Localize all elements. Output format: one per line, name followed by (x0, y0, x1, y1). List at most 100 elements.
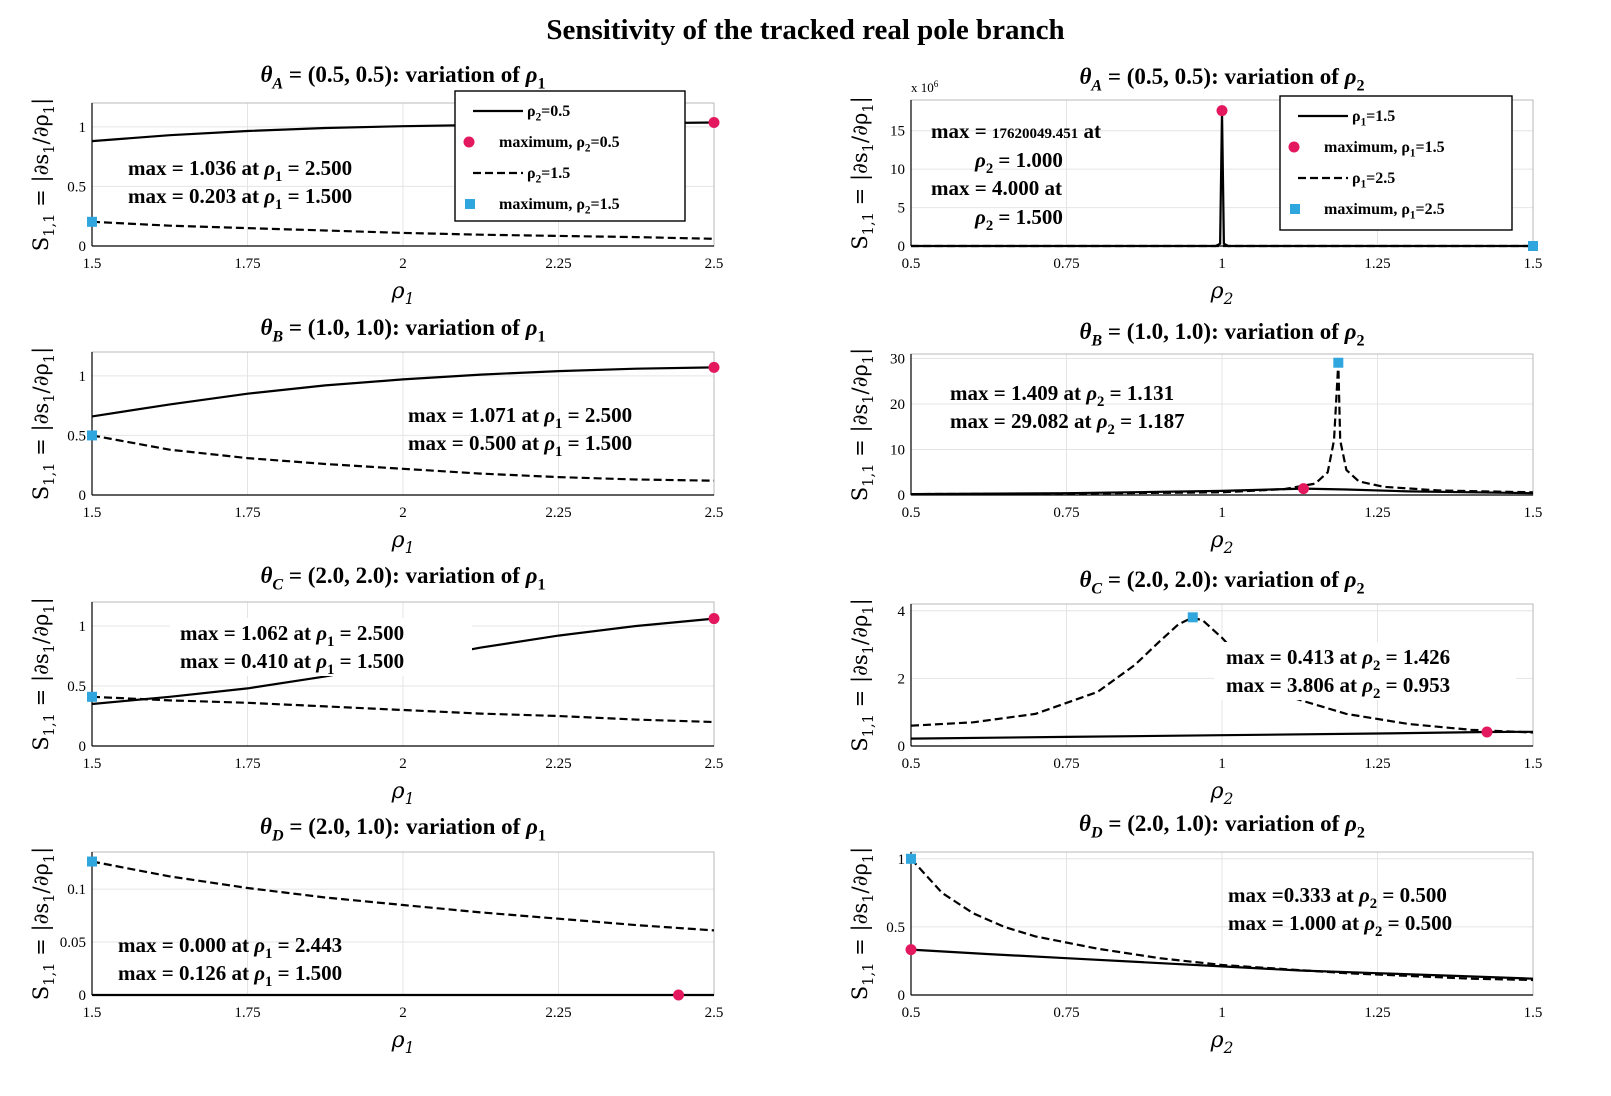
max-annotation: max = 0.000 at ρ1​ = 2.443 (118, 933, 342, 962)
x-tick-label: 1.5 (83, 256, 102, 272)
x-tick-label: 2 (399, 505, 407, 521)
y-axis-label: S1,1​ = |∂s1​/∂ρ1​| (29, 98, 58, 252)
x-tick-label: 2.25 (545, 756, 571, 772)
x-tick-label: 2 (399, 1005, 407, 1021)
panel-title: θA​ = (0.5, 0.5): variation of ρ1​ (260, 62, 545, 92)
y-axis-label: S1,1​ = |∂s1​/∂ρ1​| (848, 348, 877, 502)
x-tick-label: 1.5 (1524, 256, 1543, 272)
panel-title: θA​ = (0.5, 0.5): variation of ρ2​ (1079, 64, 1364, 94)
max-annotation: max = 1.000 at ρ2​ = 0.500 (1228, 911, 1452, 940)
max-annotation: max = 1.409 at ρ2​ = 1.131 (950, 381, 1174, 410)
y-axis-label: S1,1​ = |∂s1​/∂ρ1​| (848, 96, 877, 250)
maximum-circle-marker (708, 361, 720, 373)
x-tick-label: 0.75 (1053, 505, 1079, 521)
x-tick-label: 1.5 (1524, 1005, 1543, 1021)
dashed-series-line (91, 434, 715, 482)
x-tick-label: 1.25 (1364, 505, 1390, 521)
y-tick-label: 2 (898, 671, 906, 687)
annotation-background (170, 618, 472, 676)
max-annotation: max = 1.071 at ρ1​ = 2.500 (408, 403, 632, 432)
dashed-series-line (91, 860, 715, 932)
y-tick-label: 0 (898, 988, 906, 1004)
panel-title: θC​ = (2.0, 2.0): variation of ρ2​ (1079, 567, 1364, 597)
x-tick-label: 0.75 (1053, 1005, 1079, 1021)
legend-box (454, 90, 686, 222)
dashed-series-line (910, 858, 1534, 982)
solid-series-line (910, 948, 1534, 980)
y-tick-label: 0 (898, 239, 906, 255)
x-tick-label: 2.25 (545, 256, 571, 272)
y-tick-label: 10 (890, 443, 905, 459)
x-tick-label: 1.25 (1364, 1005, 1390, 1021)
x-tick-label: 0.5 (902, 256, 921, 272)
maximum-circle-marker (1297, 483, 1309, 495)
max-annotation: ρ2​ = 1.500 (974, 205, 1063, 234)
panel-title: θB​ = (1.0, 1.0): variation of ρ2​ (1079, 319, 1364, 349)
maximum-square-marker (87, 216, 97, 227)
dashed-series-line (910, 616, 1534, 734)
chart-panel: 1.5 1.75 2 2.25 2.5 0 0.5 1 ρ1​ S1,1​ = |∂s1​/∂ρ1… (29, 315, 723, 557)
y-exponent-label: x 106​ (911, 79, 939, 95)
legend-square-swatch (465, 199, 475, 209)
y-tick-label: 1 (79, 369, 87, 385)
x-tick-label: 2.5 (705, 1005, 724, 1021)
max-annotation: max = 0.500 at ρ1​ = 1.500 (408, 431, 632, 460)
y-tick-label: 0.5 (67, 179, 86, 195)
panel-title: θD​ = (2.0, 1.0): variation of ρ2​ (1079, 811, 1365, 841)
max-annotation: max = 0.203 at ρ1​ = 1.500 (128, 184, 352, 213)
maximum-circle-marker (905, 944, 917, 956)
chart-panel: 1.5 1.75 2 2.25 2.5 0 0.5 1 ρ1​ S1,1​ = |∂s1​/∂ρ1… (29, 62, 723, 308)
y-tick-label: 0 (79, 488, 87, 504)
chart-panel: 0.5 0.75 1 1.25 1.5 0 10 20 30 ρ2​ S1,1​ = |∂s1​/∂… (848, 319, 1542, 557)
y-tick-label: 0.5 (67, 428, 86, 444)
panel-title: θC​ = (2.0, 2.0): variation of ρ1​ (260, 563, 545, 593)
max-annotation: max = 0.126 at ρ1​ = 1.500 (118, 961, 342, 990)
x-tick-label: 2.5 (705, 256, 724, 272)
max-annotation: max = 17620049.451 at (931, 119, 1101, 143)
x-tick-label: 1.75 (234, 256, 260, 272)
maximum-circle-marker (1216, 105, 1228, 117)
y-tick-label: 15 (890, 124, 905, 140)
solid-series-line (91, 366, 715, 418)
x-tick-label: 0.75 (1053, 256, 1079, 272)
maximum-square-marker (87, 691, 97, 702)
dashed-series-line (910, 362, 1534, 496)
maximum-circle-marker (708, 613, 720, 625)
x-tick-label: 2.25 (545, 1005, 571, 1021)
x-tick-label: 1 (1218, 256, 1226, 272)
legend-square-swatch (1290, 204, 1300, 214)
y-tick-label: 0.5 (886, 920, 905, 936)
max-annotation: max = 29.082 at ρ2​ = 1.187 (950, 409, 1185, 438)
annotation-background (1214, 642, 1516, 700)
x-axis-label: ρ1​ (391, 779, 415, 808)
x-axis-label: ρ2​ (1210, 279, 1234, 308)
x-tick-label: 1.5 (1524, 756, 1543, 772)
maximum-square-marker (87, 856, 97, 867)
y-axis-label: S1,1​ = |∂s1​/∂ρ1​| (29, 347, 58, 501)
chart-panel: 1.5 1.75 2 2.25 2.5 0 0.05 0.1 ρ1​ S1,1​ = |∂s1​/… (29, 814, 723, 1057)
y-tick-label: 0 (898, 488, 906, 504)
y-tick-label: 5 (898, 201, 906, 217)
x-axis-label: ρ2​ (1210, 528, 1234, 557)
maximum-square-marker (1333, 357, 1344, 368)
y-tick-label: 0 (898, 739, 906, 755)
y-axis-label: S1,1​ = |∂s1​/∂ρ1​| (29, 847, 58, 1001)
x-tick-label: 2 (399, 256, 407, 272)
y-tick-label: 0 (79, 739, 87, 755)
x-axis-label: ρ1​ (391, 528, 415, 557)
chart-panel: 0.5 0.75 1 1.25 1.5 0 2 4 ρ2​ S1,1​ = |∂s1​/∂ρ1​|… (848, 567, 1542, 808)
figure-title: Sensitivity of the tracked real pole bra… (546, 14, 1065, 46)
x-tick-label: 0.5 (902, 756, 921, 772)
solid-series-line (910, 730, 1534, 740)
y-tick-label: 0.1 (67, 882, 86, 898)
chart-panel: 0.5 0.75 1 1.25 1.5 0 5 10 15 x 106​ ρ2​ S1,1​ = |∂… (848, 64, 1542, 308)
y-axis-label: S1,1​ = |∂s1​/∂ρ1​| (848, 847, 877, 1001)
dashed-series-line (91, 220, 715, 240)
x-tick-label: 1.75 (234, 505, 260, 521)
dashed-series-line (91, 695, 715, 724)
y-tick-label: 4 (898, 604, 906, 620)
